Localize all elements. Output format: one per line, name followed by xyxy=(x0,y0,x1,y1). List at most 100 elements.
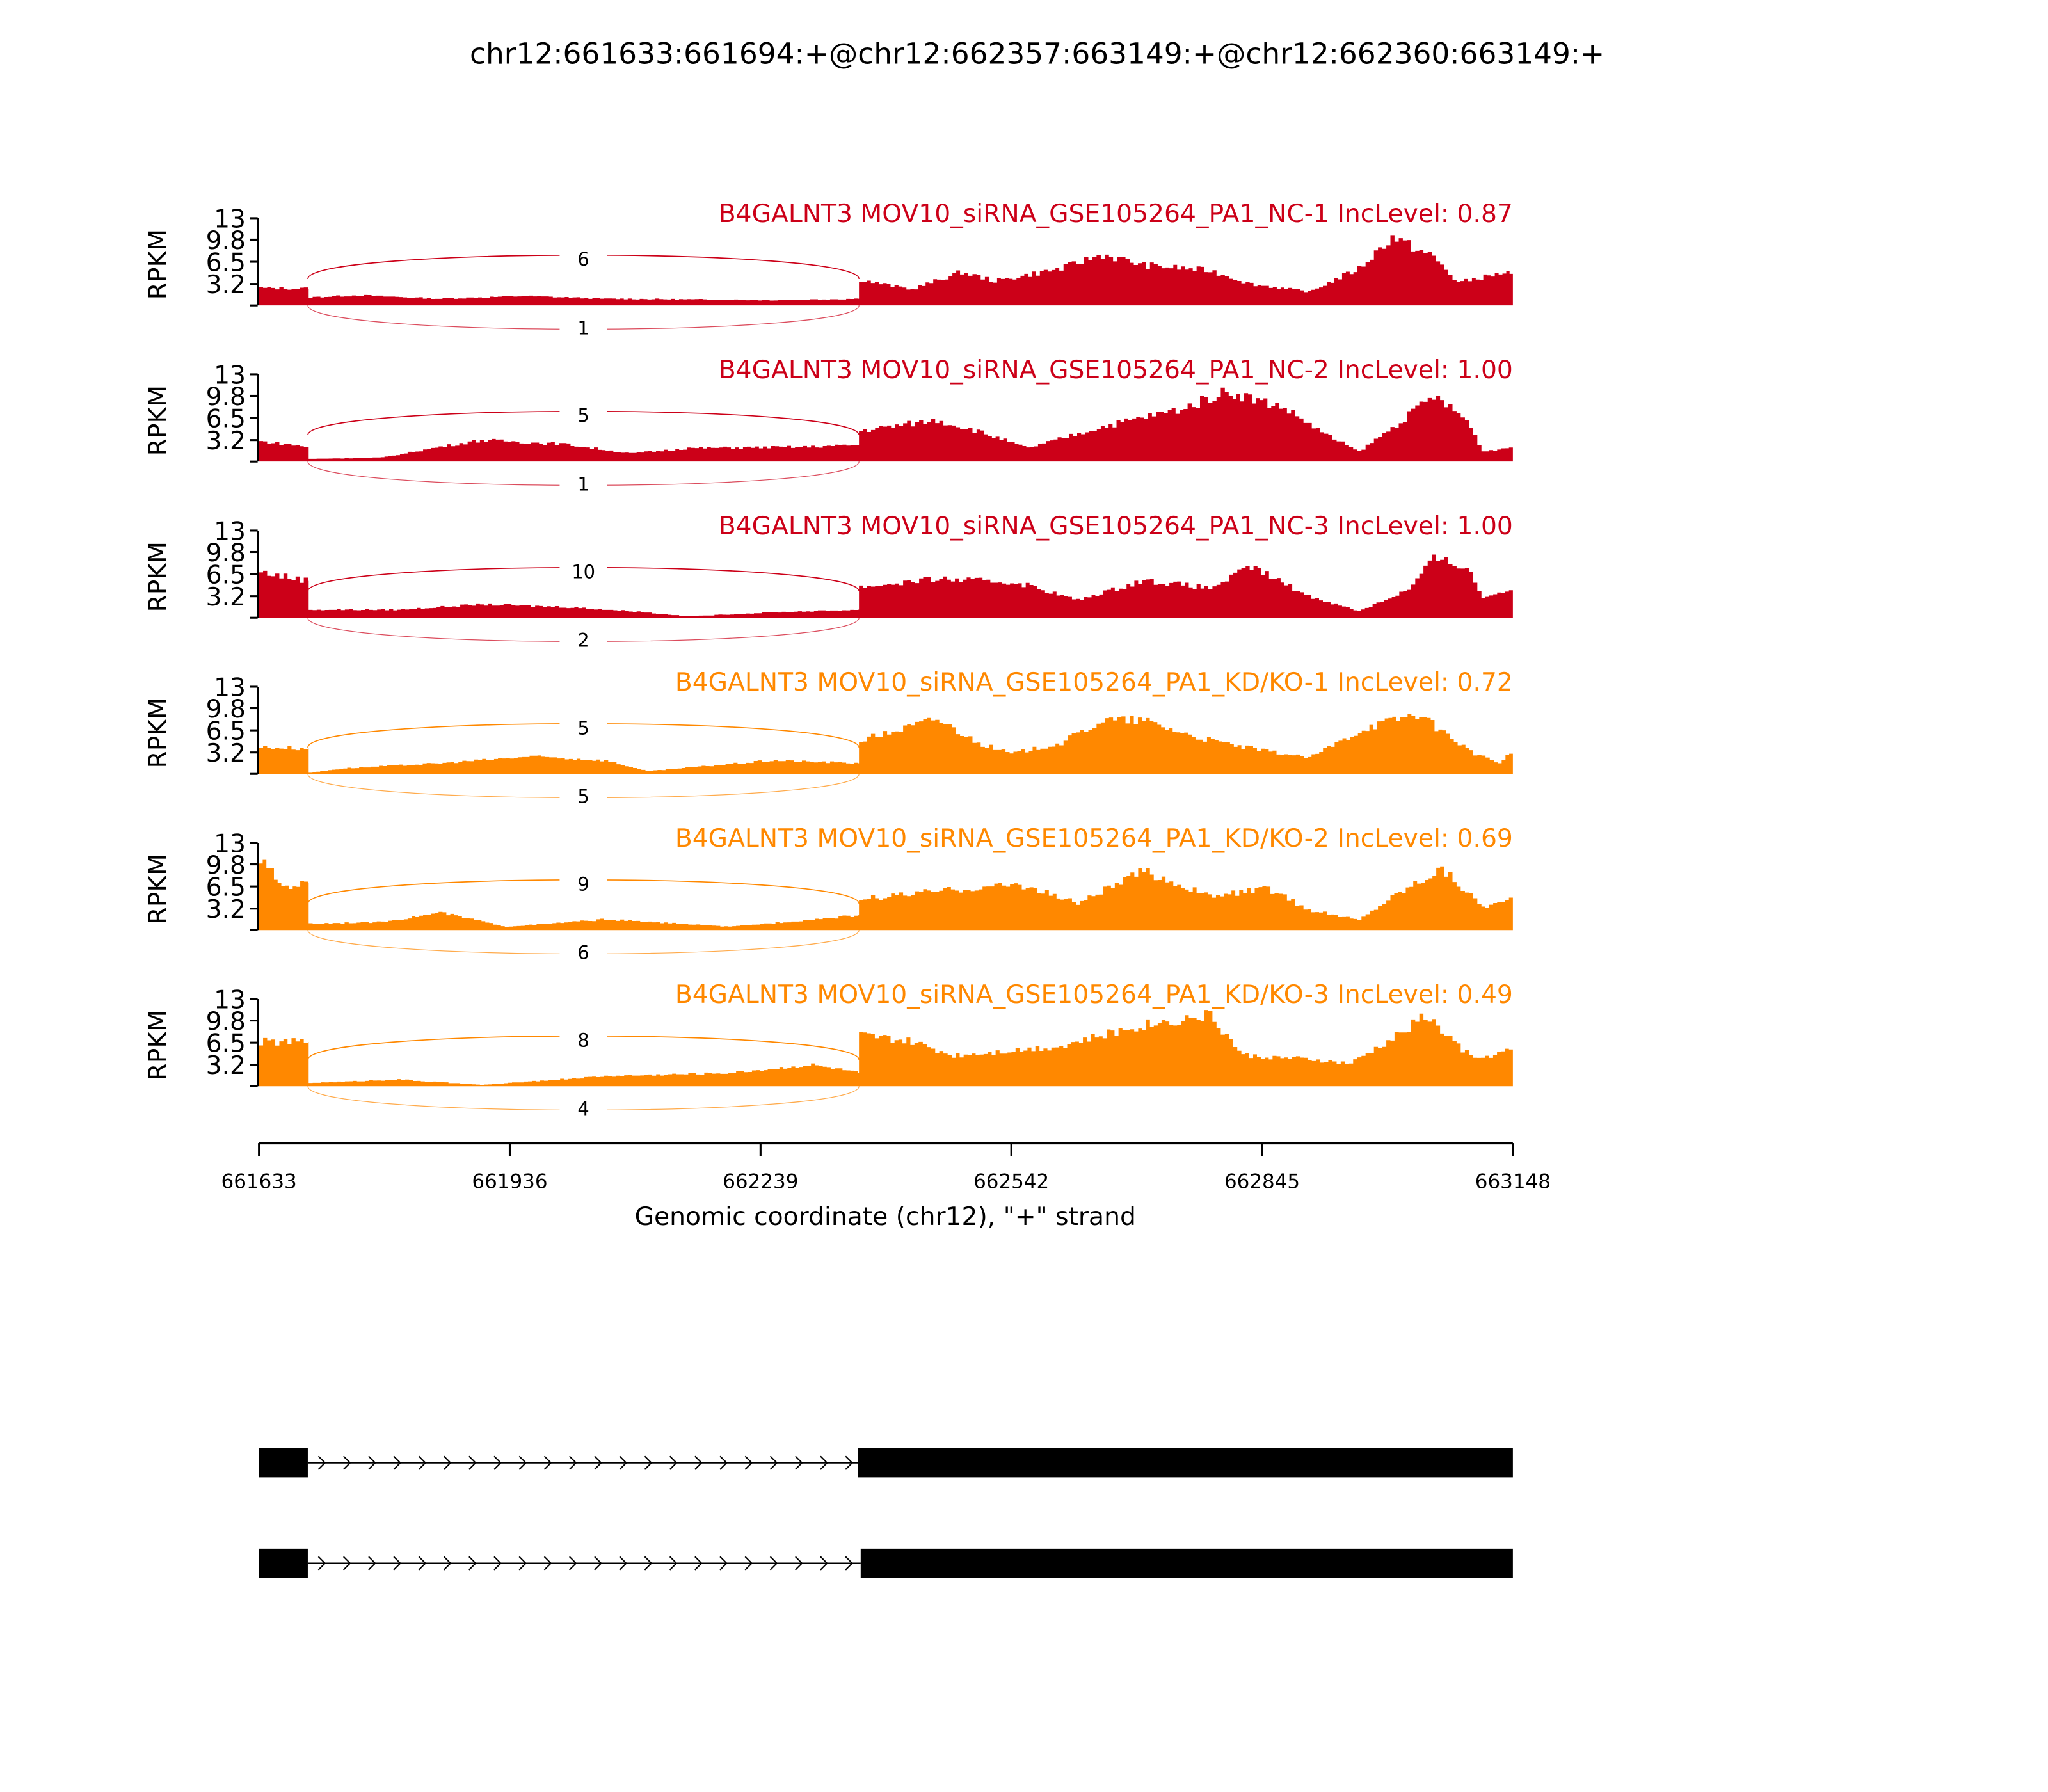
strand-arrow-icon xyxy=(644,1455,653,1470)
sample-label: B4GALNT3 MOV10_siRNA_GSE105264_PA1_KD/KO… xyxy=(675,824,1513,853)
strand-arrow-icon xyxy=(342,1556,351,1571)
junction-count-skipping: 5 xyxy=(577,786,589,808)
y-tick-label: 6.5 xyxy=(206,248,246,277)
sample-panel: 139.86.53.2 RPKM B4GALNT3 MOV10_siRNA_GSE1… xyxy=(144,356,1513,495)
strand-arrow-icon xyxy=(669,1556,678,1571)
sample-label: B4GALNT3 MOV10_siRNA_GSE105264_PA1_KD/KO… xyxy=(675,980,1513,1009)
strand-arrow-icon xyxy=(744,1455,753,1470)
junction-label-bg xyxy=(559,716,607,735)
junction-count-skipping: 4 xyxy=(577,1098,589,1120)
strand-arrow-icon xyxy=(845,1455,853,1470)
sample-label: B4GALNT3 MOV10_siRNA_GSE105264_PA1_NC-1 … xyxy=(719,200,1513,228)
y-tick-label: 9.8 xyxy=(206,851,246,880)
junction-label-bg xyxy=(559,943,607,962)
gene-models xyxy=(259,1448,1513,1578)
junction-label-bg xyxy=(559,787,607,806)
strand-arrow-icon xyxy=(443,1556,452,1571)
coverage-area xyxy=(259,1010,1513,1087)
coverage-area xyxy=(259,387,1513,462)
y-tick-label: 13 xyxy=(214,361,246,390)
strand-arrow-icon xyxy=(644,1556,653,1571)
strand-arrow-icon xyxy=(317,1556,326,1571)
x-tick-label: 662239 xyxy=(723,1170,798,1193)
strand-arrow-icon xyxy=(619,1556,627,1571)
transcript xyxy=(259,1448,1513,1478)
exon xyxy=(860,1548,1513,1578)
strand-arrow-icon xyxy=(619,1455,627,1470)
strand-arrow-icon xyxy=(744,1556,753,1571)
y-axis-label: RPKM xyxy=(144,698,173,768)
strand-arrow-icon xyxy=(443,1455,452,1470)
strand-arrow-icon xyxy=(317,1455,326,1470)
y-tick-label: 13 xyxy=(214,673,246,702)
y-axis-label: RPKM xyxy=(144,541,173,612)
y-tick-label: 9.8 xyxy=(206,695,246,724)
y-tick-label: 6.5 xyxy=(206,405,246,434)
strand-arrow-icon xyxy=(820,1556,828,1571)
strand-arrow-icon xyxy=(418,1556,427,1571)
coverage-area xyxy=(259,859,1513,931)
strand-arrow-icon xyxy=(393,1455,401,1470)
junction-label-bg xyxy=(559,559,607,579)
chart-title: chr12:661633:661694:+@chr12:662357:66314… xyxy=(470,36,1604,70)
y-tick-label: 6.5 xyxy=(206,1030,246,1059)
y-tick-label: 3.2 xyxy=(206,271,246,300)
strand-arrow-icon xyxy=(719,1556,728,1571)
y-tick-label: 13 xyxy=(214,205,246,234)
y-tick-label: 6.5 xyxy=(206,561,246,590)
y-tick-label: 6.5 xyxy=(206,874,246,902)
strand-arrow-icon xyxy=(845,1556,853,1571)
strand-arrow-icon xyxy=(342,1455,351,1470)
sample-panel: 139.86.53.2 RPKM B4GALNT3 MOV10_siRNA_GSE1… xyxy=(144,980,1513,1120)
strand-arrow-icon xyxy=(594,1556,602,1571)
y-tick-label: 13 xyxy=(214,517,246,546)
y-axis-label: RPKM xyxy=(144,229,173,300)
y-tick-label: 9.8 xyxy=(206,383,246,412)
x-tick-label: 662542 xyxy=(973,1170,1049,1193)
y-tick-label: 3.2 xyxy=(206,583,246,612)
junction-label-bg xyxy=(559,1099,607,1118)
y-tick-label: 3.2 xyxy=(206,1052,246,1080)
x-tick-label: 663148 xyxy=(1475,1170,1551,1193)
junction-label-bg xyxy=(559,318,607,337)
y-tick-label: 3.2 xyxy=(206,895,246,924)
y-axis-label: RPKM xyxy=(144,854,173,924)
junction-count-inclusion: 5 xyxy=(577,717,589,739)
strand-arrow-icon xyxy=(518,1455,527,1470)
strand-arrow-icon xyxy=(368,1556,376,1571)
sample-panel: 139.86.53.2 RPKM B4GALNT3 MOV10_siRNA_GSE1… xyxy=(144,512,1513,652)
y-tick-label: 6.5 xyxy=(206,717,246,746)
y-tick-label: 13 xyxy=(214,986,246,1014)
strand-arrow-icon xyxy=(694,1556,703,1571)
strand-arrow-icon xyxy=(719,1455,728,1470)
junction-count-skipping: 1 xyxy=(577,474,589,495)
junction-label-bg xyxy=(559,403,607,422)
transcript xyxy=(259,1548,1513,1578)
strand-arrow-icon xyxy=(769,1455,778,1470)
junction-count-skipping: 2 xyxy=(577,630,589,652)
coverage-area xyxy=(259,554,1513,618)
sample-panel: 139.86.53.2 RPKM B4GALNT3 MOV10_siRNA_GSE1… xyxy=(144,668,1513,808)
junction-count-skipping: 6 xyxy=(577,942,589,964)
strand-arrow-icon xyxy=(795,1556,803,1571)
junction-count-inclusion: 10 xyxy=(572,561,595,582)
strand-arrow-icon xyxy=(568,1455,577,1470)
coverage-area xyxy=(259,714,1513,774)
strand-arrow-icon xyxy=(468,1455,477,1470)
sample-label: B4GALNT3 MOV10_siRNA_GSE105264_PA1_NC-2 … xyxy=(719,356,1513,385)
strand-arrow-icon xyxy=(468,1556,477,1571)
strand-arrow-icon xyxy=(769,1556,778,1571)
junction-label-bg xyxy=(559,1028,607,1047)
sample-label: B4GALNT3 MOV10_siRNA_GSE105264_PA1_NC-3 … xyxy=(719,512,1513,541)
y-tick-label: 3.2 xyxy=(206,739,246,768)
exon xyxy=(858,1448,1513,1478)
junction-label-bg xyxy=(559,872,607,891)
junction-label-bg xyxy=(559,247,607,266)
strand-arrow-icon xyxy=(594,1455,602,1470)
strand-arrow-icon xyxy=(820,1455,828,1470)
exon xyxy=(259,1548,308,1578)
y-tick-label: 9.8 xyxy=(206,1007,246,1036)
strand-arrow-icon xyxy=(694,1455,703,1470)
x-axis-label: Genomic coordinate (chr12), "+" strand xyxy=(635,1203,1136,1231)
